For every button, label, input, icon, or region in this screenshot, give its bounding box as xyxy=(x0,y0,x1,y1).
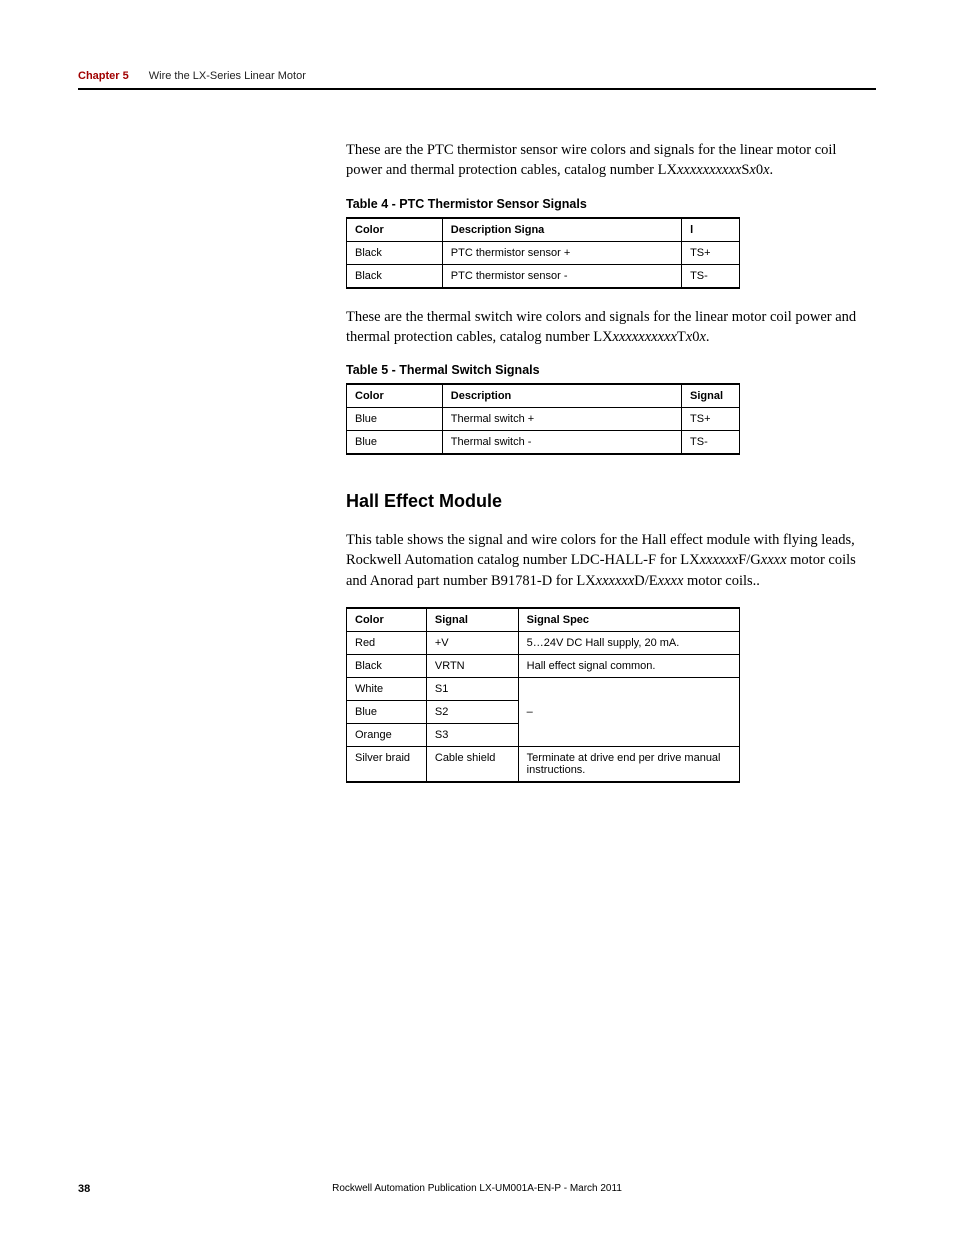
table-row: Black PTC thermistor sensor + TS+ xyxy=(347,241,740,264)
t5-r1c1: Thermal switch - xyxy=(442,431,681,455)
hp-suffix: motor coils.. xyxy=(683,573,760,589)
hall-paragraph: This table shows the signal and wire col… xyxy=(346,530,876,591)
hr2c0: White xyxy=(347,678,427,701)
p2-i1: xxxxxxxxxx xyxy=(613,329,677,345)
hr5c2: Terminate at drive end per drive manual … xyxy=(518,747,739,783)
t4-r0c2: TS+ xyxy=(682,241,740,264)
chapter-label: Chapter 5 xyxy=(78,70,129,82)
p2-m1: T xyxy=(677,329,686,345)
hp-i4: xxxx xyxy=(658,573,684,589)
table4-header-row: Color Description Signa l xyxy=(347,218,740,242)
table4-h2: Description Signa xyxy=(442,218,681,242)
hr1c0: Black xyxy=(347,655,427,678)
hp-m3: D/E xyxy=(634,573,657,589)
page-footer: 38 Rockwell Automation Publication LX-UM… xyxy=(78,1183,876,1195)
intro-paragraph-1: These are the PTC thermistor sensor wire… xyxy=(346,140,876,181)
table-row: White S1 – xyxy=(347,678,740,701)
table4-title: Table 4 - PTC Thermistor Sensor Signals xyxy=(346,197,876,211)
hr-merged-spec: – xyxy=(518,678,739,747)
header-rule xyxy=(78,88,876,90)
hr5c0: Silver braid xyxy=(347,747,427,783)
publication-text: Rockwell Automation Publication LX-UM001… xyxy=(332,1183,622,1194)
table5-h1: Color xyxy=(347,384,443,408)
hall-h1: Color xyxy=(347,608,427,632)
table5-header-row: Color Description Signal xyxy=(347,384,740,408)
hp-i2: xxxx xyxy=(761,552,787,568)
p2-prefix: These are the thermal switch wire colors… xyxy=(346,309,856,345)
hr1c1: VRTN xyxy=(426,655,518,678)
hp-i1: xxxxxx xyxy=(700,552,739,568)
intro-paragraph-2: These are the thermal switch wire colors… xyxy=(346,307,876,348)
t5-r0c2: TS+ xyxy=(682,408,740,431)
chapter-title: Wire the LX-Series Linear Motor xyxy=(149,70,306,82)
hall-h2: Signal xyxy=(426,608,518,632)
page-number: 38 xyxy=(78,1183,90,1195)
content-column: These are the PTC thermistor sensor wire… xyxy=(346,140,876,783)
hp-i3: xxxxxx xyxy=(596,573,635,589)
table-row: Blue Thermal switch - TS- xyxy=(347,431,740,455)
table5-h2: Description xyxy=(442,384,681,408)
hr4c1: S3 xyxy=(426,724,518,747)
hp-m1: F/G xyxy=(738,552,761,568)
hr3c0: Blue xyxy=(347,701,427,724)
t5-r0c0: Blue xyxy=(347,408,443,431)
t5-r1c2: TS- xyxy=(682,431,740,455)
hr2c1: S1 xyxy=(426,678,518,701)
table5: Color Description Signal Blue Thermal sw… xyxy=(346,383,740,455)
hr0c0: Red xyxy=(347,632,427,655)
t5-r0c1: Thermal switch + xyxy=(442,408,681,431)
table-row: Black PTC thermistor sensor - TS- xyxy=(347,264,740,288)
t4-r0c1: PTC thermistor sensor + xyxy=(442,241,681,264)
table4-h1: Color xyxy=(347,218,443,242)
t4-r1c2: TS- xyxy=(682,264,740,288)
t4-r1c1: PTC thermistor sensor - xyxy=(442,264,681,288)
page-header: Chapter 5 Wire the LX-Series Linear Moto… xyxy=(78,70,876,88)
hr0c1: +V xyxy=(426,632,518,655)
table5-h3: Signal xyxy=(682,384,740,408)
p1-suffix: . xyxy=(770,162,774,178)
table4: Color Description Signa l Black PTC ther… xyxy=(346,217,740,289)
hall-section-heading: Hall Effect Module xyxy=(346,491,876,512)
table-row: Red +V 5…24V DC Hall supply, 20 mA. xyxy=(347,632,740,655)
p1-i1: xxxxxxxxxx xyxy=(677,162,741,178)
p1-m2: 0 xyxy=(756,162,763,178)
hall-header-row: Color Signal Signal Spec xyxy=(347,608,740,632)
hr3c1: S2 xyxy=(426,701,518,724)
p2-suffix: . xyxy=(706,329,710,345)
table5-title: Table 5 - Thermal Switch Signals xyxy=(346,363,876,377)
hall-h3: Signal Spec xyxy=(518,608,739,632)
hr5c1: Cable shield xyxy=(426,747,518,783)
table4-h3: l xyxy=(682,218,740,242)
hr0c2: 5…24V DC Hall supply, 20 mA. xyxy=(518,632,739,655)
table-row: Black VRTN Hall effect signal common. xyxy=(347,655,740,678)
hr4c0: Orange xyxy=(347,724,427,747)
table-row: Blue Thermal switch + TS+ xyxy=(347,408,740,431)
table-row: Silver braid Cable shield Terminate at d… xyxy=(347,747,740,783)
hr1c2: Hall effect signal common. xyxy=(518,655,739,678)
t4-r1c0: Black xyxy=(347,264,443,288)
t4-r0c0: Black xyxy=(347,241,443,264)
t5-r1c0: Blue xyxy=(347,431,443,455)
hall-table: Color Signal Signal Spec Red +V 5…24V DC… xyxy=(346,607,740,783)
